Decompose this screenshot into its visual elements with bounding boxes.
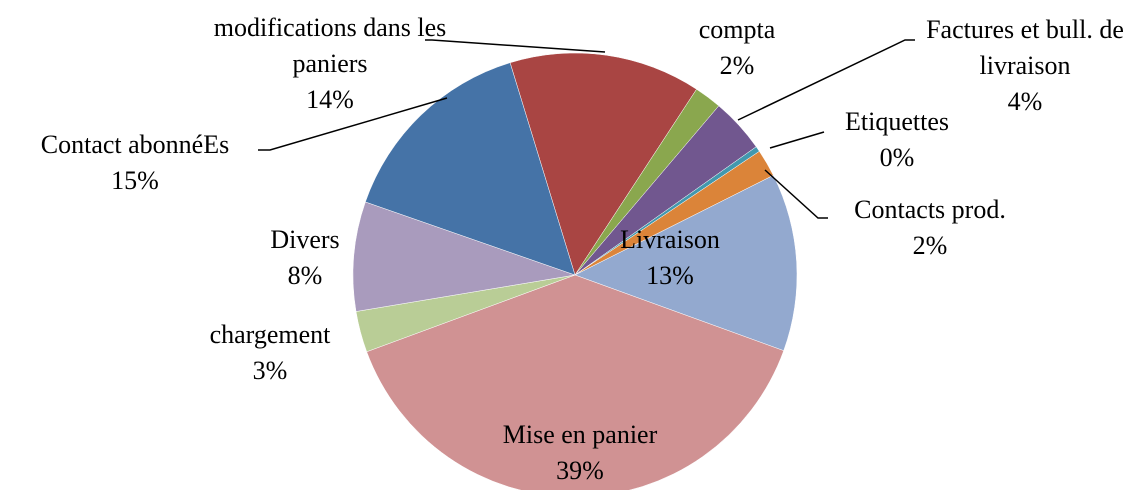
slice-name: Divers	[270, 225, 340, 254]
slice-name: Contacts prod.	[854, 195, 1006, 224]
slices	[352, 52, 798, 490]
leader-line	[737, 39, 915, 121]
slice-name: Mise en panier	[502, 420, 658, 449]
pie-slice	[366, 274, 785, 490]
pie-slice	[574, 174, 798, 352]
slice-percent: 0%	[879, 143, 915, 172]
slice-percent: 2%	[912, 231, 948, 260]
leader-line	[769, 131, 825, 149]
slice-name: Livraison	[620, 225, 720, 254]
pie-slice	[509, 52, 697, 276]
slice-label: Etiquettes 0%	[817, 104, 977, 176]
slice-percent: 8%	[287, 261, 323, 290]
slice-name: Factures et bull. de livraison	[926, 15, 1124, 80]
slice-name: chargement	[209, 320, 331, 349]
slice-percent: 15%	[111, 166, 159, 195]
pie-slice	[365, 62, 576, 276]
slice-label: Contact abonnéEs 15%	[5, 127, 265, 199]
slice-label: Factures et bull. de livraison 4%	[910, 12, 1135, 120]
slice-percent: 4%	[1007, 87, 1043, 116]
leader-line	[425, 39, 606, 53]
leader-line	[258, 97, 448, 151]
slice-percent: 14%	[306, 85, 354, 114]
slice-label: Mise en panier 39%	[460, 417, 700, 489]
slice-name: Contact abonnéEs	[40, 130, 230, 159]
slice-percent: 39%	[556, 456, 604, 485]
slice-label: Livraison 13%	[590, 222, 750, 294]
slice-name: compta	[698, 15, 776, 44]
slice-name: modifications dans les paniers	[213, 13, 447, 78]
slice-percent: 2%	[719, 51, 755, 80]
slice-label: modifications dans les paniers 14%	[210, 10, 450, 118]
slice-percent: 13%	[646, 261, 694, 290]
pie-slice	[352, 201, 576, 312]
leader-line	[764, 169, 828, 219]
slice-label: chargement 3%	[175, 317, 365, 389]
slice-label: compta 2%	[677, 12, 797, 84]
slice-name: Etiquettes	[845, 107, 949, 136]
slice-label: Divers 8%	[245, 222, 365, 294]
slice-label: Contacts prod. 2%	[820, 192, 1040, 264]
slice-percent: 3%	[252, 356, 288, 385]
